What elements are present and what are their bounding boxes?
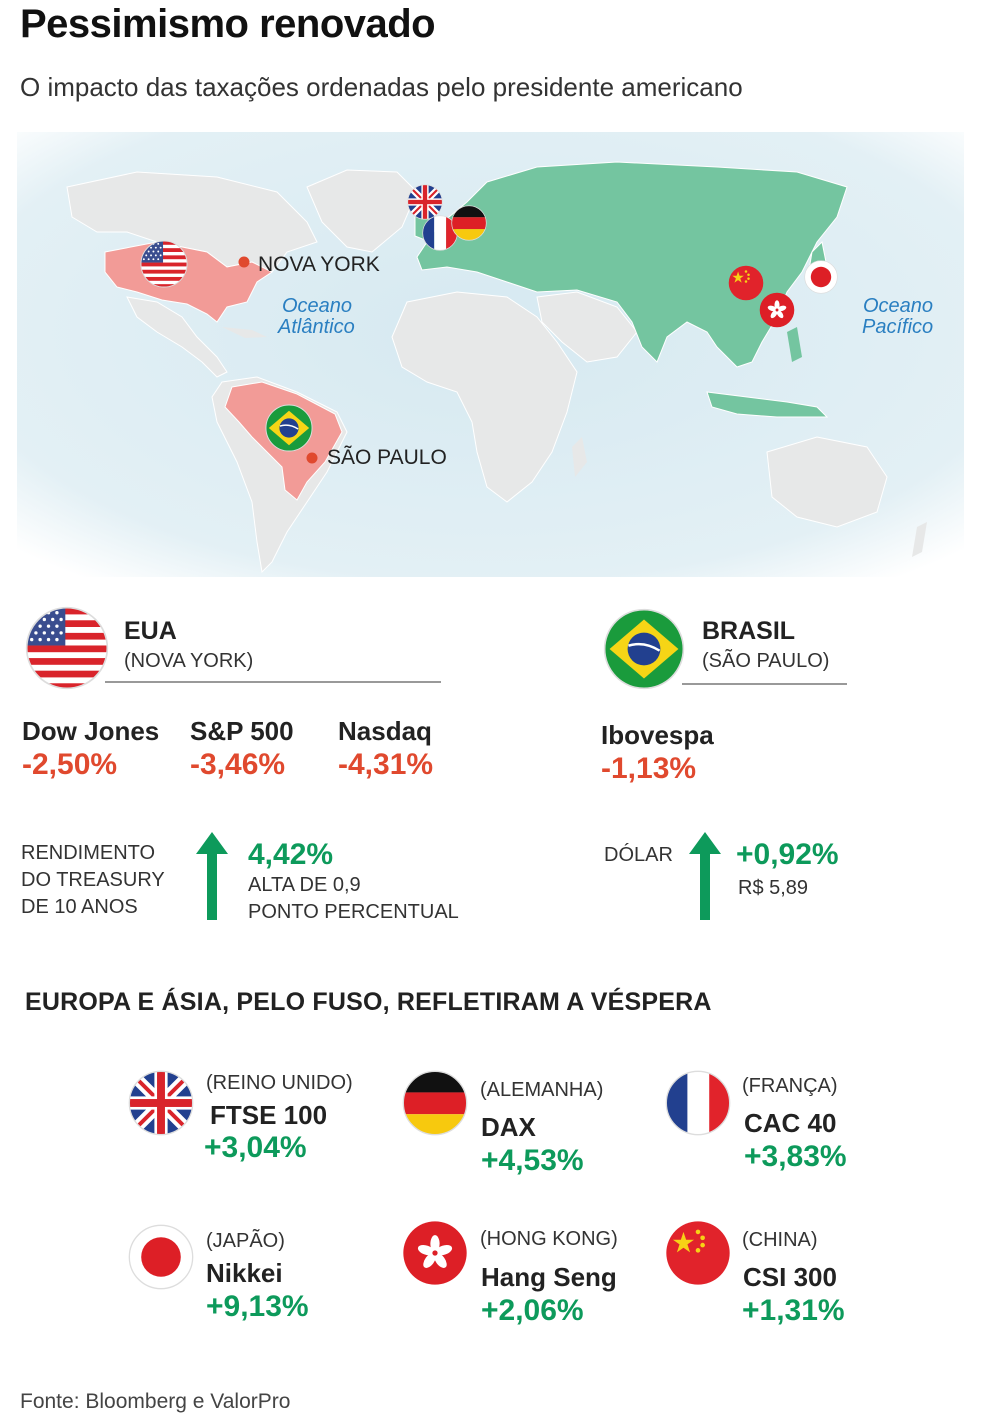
market-value-dax: +4,53%: [481, 1144, 584, 1177]
treasury-label-line-2: DO TREASURY: [21, 869, 165, 891]
market-country-germany: (ALEMANHA): [480, 1079, 604, 1101]
uk-flag-icon: [128, 1070, 194, 1136]
arrow-up-icon: [689, 832, 721, 920]
usa-country-name: EUA: [124, 617, 177, 645]
page-title: Pessimismo renovado: [20, 2, 436, 46]
atlantic-label-2: Atlântico: [277, 316, 355, 338]
source-note: Fonte: Bloomberg e ValorPro: [20, 1390, 291, 1413]
market-value-cac: +3,83%: [744, 1140, 847, 1173]
china-flag-icon: [666, 1221, 730, 1285]
middle-east-shape: [536, 291, 638, 363]
dollar-label: DÓLAR: [604, 844, 673, 866]
market-country-hong-kong: (HONG KONG): [480, 1228, 618, 1250]
nova-york-dot: [238, 256, 250, 268]
treasury-value: 4,42%: [248, 838, 334, 871]
new-zealand-shape: [912, 522, 927, 557]
section-title: EUROPA E ÁSIA, PELO FUSO, REFLETIRAM A V…: [25, 988, 712, 1016]
central-america-shape: [126, 296, 228, 378]
map-china-flag-icon: [728, 265, 764, 301]
treasury-note-line-2: PONTO PERCENTUAL: [248, 901, 459, 923]
market-name-nikkei: Nikkei: [206, 1258, 283, 1288]
atlantic-label-1: Oceano: [282, 295, 352, 317]
page-subtitle: O impacto das taxações ordenadas pelo pr…: [20, 72, 743, 102]
sao-paulo-label: SÃO PAULO: [327, 445, 447, 469]
indonesia-shape: [706, 391, 829, 418]
germany-flag-icon: [402, 1070, 468, 1136]
market-value-nikkei: +9,13%: [206, 1290, 309, 1323]
pacific-label-2: Pacífico: [862, 316, 933, 338]
index-name-ibovespa: Ibovespa: [601, 720, 714, 750]
treasury-label-line-3: DE 10 ANOS: [21, 896, 138, 918]
greenland-shape: [306, 169, 418, 253]
sao-paulo-dot: [306, 452, 318, 464]
map-hong-kong-flag-icon: [759, 292, 795, 328]
treasury-label-line-1: RENDIMENTO: [21, 842, 156, 864]
market-value-csi: +1,31%: [742, 1294, 845, 1327]
index-value-sp500: -3,46%: [190, 748, 286, 781]
australia-shape: [766, 436, 888, 528]
market-value-hang-seng: +2,06%: [481, 1294, 584, 1327]
market-country-japan: (JAPÃO): [206, 1230, 285, 1252]
index-value-ibovespa: -1,13%: [601, 752, 697, 785]
usa-flag-icon: [25, 606, 109, 690]
brazil-city: (SÃO PAULO): [702, 650, 830, 672]
dollar-rate: R$ 5,89: [738, 877, 809, 899]
brazil-country-name: BRASIL: [702, 617, 796, 645]
market-name-csi: CSI 300: [743, 1262, 837, 1292]
index-value-nasdaq: -4,31%: [338, 748, 434, 781]
brazil-divider: [682, 683, 847, 685]
dollar-value: +0,92%: [736, 838, 839, 871]
market-country-france: (FRANÇA): [742, 1075, 838, 1097]
madagascar-shape: [572, 437, 587, 477]
index-name-sp500: S&P 500: [190, 716, 294, 746]
france-flag-icon: [665, 1070, 731, 1136]
brazil-flag-icon: [603, 608, 685, 690]
nova-york-label: NOVA YORK: [258, 253, 380, 276]
eurasia-shape: [416, 161, 848, 368]
hong-kong-flag-icon: [403, 1221, 467, 1285]
philippines-shape: [787, 327, 802, 362]
usa-city: (NOVA YORK): [124, 650, 254, 672]
index-name-nasdaq: Nasdaq: [338, 716, 432, 746]
pacific-label-1: Oceano: [863, 295, 933, 317]
japan-flag-icon: [128, 1224, 194, 1290]
market-name-hang-seng: Hang Seng: [481, 1262, 617, 1292]
market-country-china: (CHINA): [742, 1229, 818, 1251]
market-name-ftse: FTSE 100: [210, 1100, 328, 1130]
market-value-ftse: +3,04%: [204, 1131, 307, 1164]
treasury-note-line-1: ALTA DE 0,9: [248, 874, 361, 896]
usa-divider: [105, 681, 441, 683]
index-name-dow-jones: Dow Jones: [22, 716, 160, 746]
africa-shape: [391, 291, 578, 503]
market-country-uk: (REINO UNIDO): [206, 1072, 353, 1094]
index-value-dow-jones: -2,50%: [22, 748, 118, 781]
caribbean-shape: [222, 327, 267, 338]
treasury-note: ALTA DE 0,9 PONTO PERCENTUAL: [248, 872, 459, 926]
map-japan-flag-icon: [804, 260, 838, 294]
market-name-cac: CAC 40: [744, 1108, 837, 1138]
arrow-up-icon: [196, 832, 228, 920]
market-name-dax: DAX: [481, 1112, 536, 1142]
treasury-label: RENDIMENTO DO TREASURY DE 10 ANOS: [21, 840, 165, 921]
world-map: NOVA YORK SÃO PAULO Oceano Atlântico Oce…: [17, 132, 964, 577]
